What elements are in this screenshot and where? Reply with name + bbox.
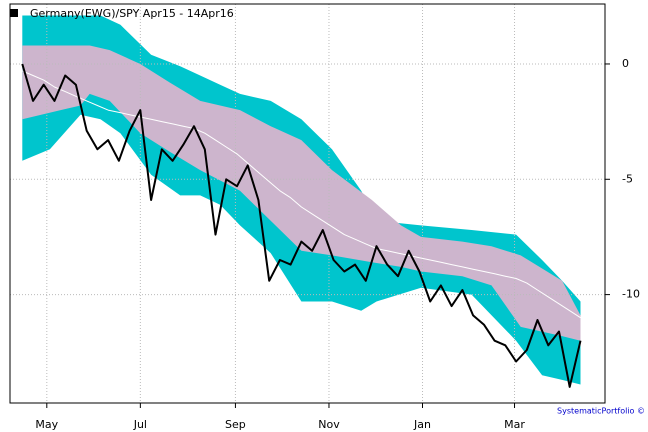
x-tick-label: Jan bbox=[413, 418, 431, 431]
y-tick-label: 0 bbox=[622, 57, 629, 70]
grid bbox=[10, 4, 605, 403]
y-tick-label: -5 bbox=[622, 172, 633, 185]
x-tick-label: Sep bbox=[225, 418, 246, 431]
band bbox=[22, 45, 581, 341]
legend-label: Germany(EWG)/SPY Apr15 - 14Apr16 bbox=[30, 7, 234, 20]
series-line bbox=[21, 63, 582, 388]
credit: SystematicPortfolio © bbox=[557, 407, 645, 416]
series-line bbox=[22, 70, 581, 319]
x-tick-label: May bbox=[35, 418, 58, 431]
bands bbox=[22, 15, 581, 385]
axes: 0 -5 -10 May Jul Sep Nov Jan Mar bbox=[35, 57, 640, 431]
x-tick-label: Nov bbox=[318, 418, 340, 431]
x-tick-label: Jul bbox=[133, 418, 147, 431]
legend-swatch bbox=[10, 9, 18, 17]
lines bbox=[21, 63, 582, 388]
y-tick-label: -10 bbox=[622, 288, 640, 301]
plot-frame bbox=[9, 3, 606, 404]
x-tick-label: Mar bbox=[504, 418, 525, 431]
